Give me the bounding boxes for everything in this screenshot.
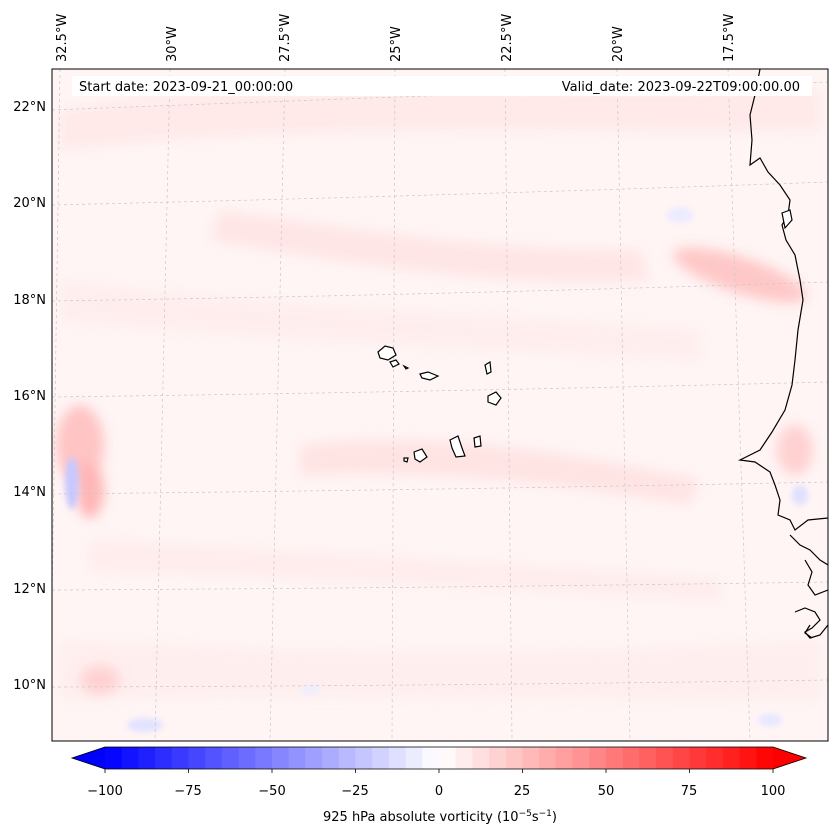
colorbar-tick-label: −25 xyxy=(341,784,368,799)
lon-label: 22.5°W xyxy=(500,14,515,62)
colorbar-segment xyxy=(706,747,724,769)
colorbar-tick-label: 75 xyxy=(681,784,698,799)
colorbar-ticks: −100 −75 −50 −25 0 25 50 75 100 xyxy=(87,784,785,799)
lon-label: 30°W xyxy=(165,26,180,62)
colorbar-segment xyxy=(138,747,156,769)
colorbar-extend-min xyxy=(72,747,105,769)
colorbar-segment xyxy=(739,747,757,769)
colorbar-tick-label: 25 xyxy=(514,784,531,799)
colorbar-segment xyxy=(255,747,273,769)
colorbar-segment xyxy=(171,747,190,769)
lat-label: 18°N xyxy=(13,293,46,308)
colorbar-segment xyxy=(439,747,457,769)
colorbar-segment xyxy=(689,747,707,769)
west-africa-coastline xyxy=(737,69,828,639)
colorbar-extend-max xyxy=(773,747,806,769)
colorbar-segment xyxy=(155,747,173,769)
lat-label: 20°N xyxy=(13,196,46,211)
gridlines xyxy=(52,69,828,741)
colorbar-tick-label: 50 xyxy=(598,784,615,799)
colorbar-segment xyxy=(539,747,557,769)
colorbar-segment xyxy=(405,747,423,769)
start-date: Start date: 2023-09-21_00:00:00 xyxy=(79,80,293,95)
colorbar-segment xyxy=(489,747,507,769)
colorbar-segment xyxy=(455,747,473,769)
lon-label: 20°W xyxy=(611,26,626,62)
colorbar-segment xyxy=(756,747,774,769)
colorbar-segment xyxy=(372,747,390,769)
colorbar-tick-label: 0 xyxy=(435,784,443,799)
colorbar-segment xyxy=(422,747,440,769)
lat-label: 12°N xyxy=(13,582,46,597)
lat-label: 14°N xyxy=(13,485,46,500)
date-banner xyxy=(72,76,812,96)
colorbar-segment xyxy=(355,747,373,769)
colorbar-segment xyxy=(472,747,490,769)
colorbar-label: 925 hPa absolute vorticity (10−5s−1) xyxy=(323,809,557,825)
colorbar-tick-label: −75 xyxy=(174,784,201,799)
colorbar-segment xyxy=(606,747,624,769)
lat-label: 16°N xyxy=(13,389,46,404)
colorbar-segment xyxy=(722,747,741,769)
colorbar-segment xyxy=(288,747,306,769)
lon-label: 27.5°W xyxy=(278,14,293,62)
latitude-labels: 22°N 20°N 18°N 16°N 14°N 12°N 10°N xyxy=(13,100,46,693)
map-frame xyxy=(51,68,829,742)
colorbar-tick-label: 100 xyxy=(761,784,786,799)
colorbar-segment xyxy=(238,747,256,769)
colorbar xyxy=(70,746,808,773)
lat-label: 22°N xyxy=(13,100,46,115)
colorbar-tick-label: −100 xyxy=(87,784,123,799)
colorbar-segment xyxy=(572,747,590,769)
colorbar-segment xyxy=(105,747,123,769)
colorbar-segment xyxy=(555,747,574,769)
vorticity-field xyxy=(52,69,828,741)
lon-label: 25°W xyxy=(389,26,404,62)
colorbar-segment xyxy=(522,747,540,769)
colorbar-segment xyxy=(505,747,524,769)
colorbar-segment xyxy=(305,747,323,769)
colorbar-segment xyxy=(656,747,674,769)
colorbar-segment xyxy=(589,747,607,769)
colorbar-segment xyxy=(272,747,290,769)
colorbar-segment xyxy=(322,747,340,769)
colorbar-segment xyxy=(388,747,407,769)
colorbar-segment xyxy=(639,747,657,769)
colorbar-segment xyxy=(622,747,640,769)
valid-date: Valid_date: 2023-09-22T09:00:00.00 xyxy=(562,80,800,95)
lon-label: 17.5°W xyxy=(722,14,737,62)
colorbar-segment xyxy=(188,747,206,769)
lon-label: 32.5°W xyxy=(55,14,70,62)
colorbar-segment xyxy=(338,747,357,769)
longitude-labels: 32.5°W 30°W 27.5°W 25°W 22.5°W 20°W 17.5… xyxy=(55,14,737,62)
lat-label: 10°N xyxy=(13,678,46,693)
colorbar-tick-label: −50 xyxy=(258,784,285,799)
colorbar-segment xyxy=(672,747,691,769)
colorbar-segment xyxy=(205,747,223,769)
colorbar-segment xyxy=(121,747,139,769)
colorbar-segment xyxy=(221,747,240,769)
cape-verde-islands xyxy=(377,345,502,463)
